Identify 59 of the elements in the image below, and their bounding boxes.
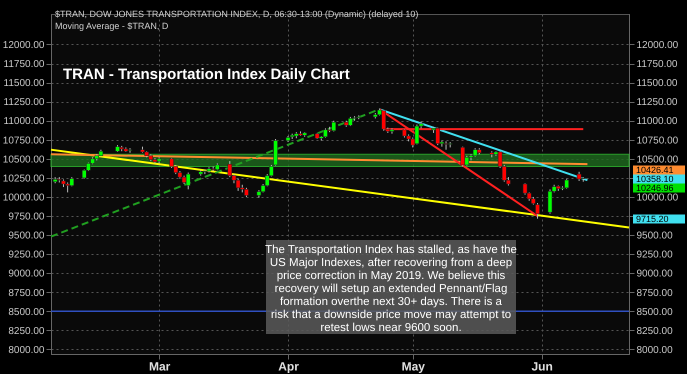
candlestick [576,171,582,182]
y-tick-label: 9000.00 [8,268,45,280]
y-tick-label: 12000.00 [2,40,45,51]
text: 10246.96 [636,183,674,193]
y2-tick-label: 8250.00 [636,326,674,337]
annotation: Moving Average - $TRAN, D [55,21,169,31]
y2-tick-label: 8750.00 [636,288,674,299]
y-tick-label: 8500.00 [8,306,45,318]
y2-tick-label: 11500.00 [636,78,678,90]
candlestick [236,178,240,192]
annotation: The Transportation Index has stalled, as have the US Major Indexes, after recovering from a deep price correction in May 2019. We believe this recovery will setup an extended Pennant/Flag formation overthe next 30+ days. There is a risk that a downside price move may attempt to retest lows near 9600 soon. [265,244,517,334]
text: TRAN - Transportation Index Daily Chart [63,66,350,83]
y2-tick-label: 8000.00 [636,344,674,356]
y-tick-label: 8250.00 [8,326,45,337]
y-tick-label: 10000.00 [2,192,45,204]
candlestick [348,116,353,127]
candlestick [535,202,540,220]
candlestick [186,172,190,190]
y2-tick-label: 9500.00 [636,230,674,242]
x-tick-label: May [402,360,426,374]
chart-subtitle: $TRAN, DOW JONES TRANSPORTATION INDEX, D, 06:30-13:00 (Dynamic) (delayed 10) [55,9,418,19]
text: 9715.20 [636,214,669,224]
y2-tick-label: 10000.00 [636,192,679,204]
candlestick [548,188,552,214]
y2-tick-label: 8500.00 [636,306,674,318]
y-tick-label: 11250.00 [4,97,45,108]
y2-tick-label: 10750.00 [636,135,679,146]
y2-tick-label: 11250.00 [636,97,678,108]
text: 10358.10 [636,174,674,184]
y-tick-label: 10750.00 [2,135,45,146]
candlestick [414,124,420,145]
candlestick [332,120,336,132]
y-tick-label: 9500.00 [8,230,45,242]
candlestick [435,127,440,146]
candlestick [564,178,569,190]
x-tick-label: Jun [532,360,553,374]
candlestick [244,187,249,198]
x-tick-label: Apr [278,360,300,374]
y2-tick-label: 9000.00 [636,268,674,280]
y-tick-label: 9250.00 [8,250,45,261]
y2-tick-label: 9250.00 [636,250,674,261]
y2-tick-label: 12000.00 [636,40,679,51]
y-tick-label: 10500.00 [2,154,45,166]
y2-tick-label: 11000.00 [636,116,678,128]
y-tick-label: 11750.00 [4,59,45,70]
y2-tick-label: 11750.00 [636,59,678,70]
y-tick-label: 10250.00 [2,173,45,184]
candlestick [323,128,328,138]
candlestick [460,146,465,167]
y2-tick-label: 10500.00 [636,154,679,166]
x-tick-label: Mar [148,360,171,374]
y-tick-label: 11500.00 [4,78,45,90]
y-tick-label: 8000.00 [8,344,45,356]
y-tick-label: 11000.00 [4,116,45,128]
text: 10426.41 [636,165,674,175]
y-tick-label: 8750.00 [8,288,45,299]
y-tick-label: 9750.00 [8,212,45,223]
candlestick [381,110,386,132]
candlestick [65,182,70,193]
